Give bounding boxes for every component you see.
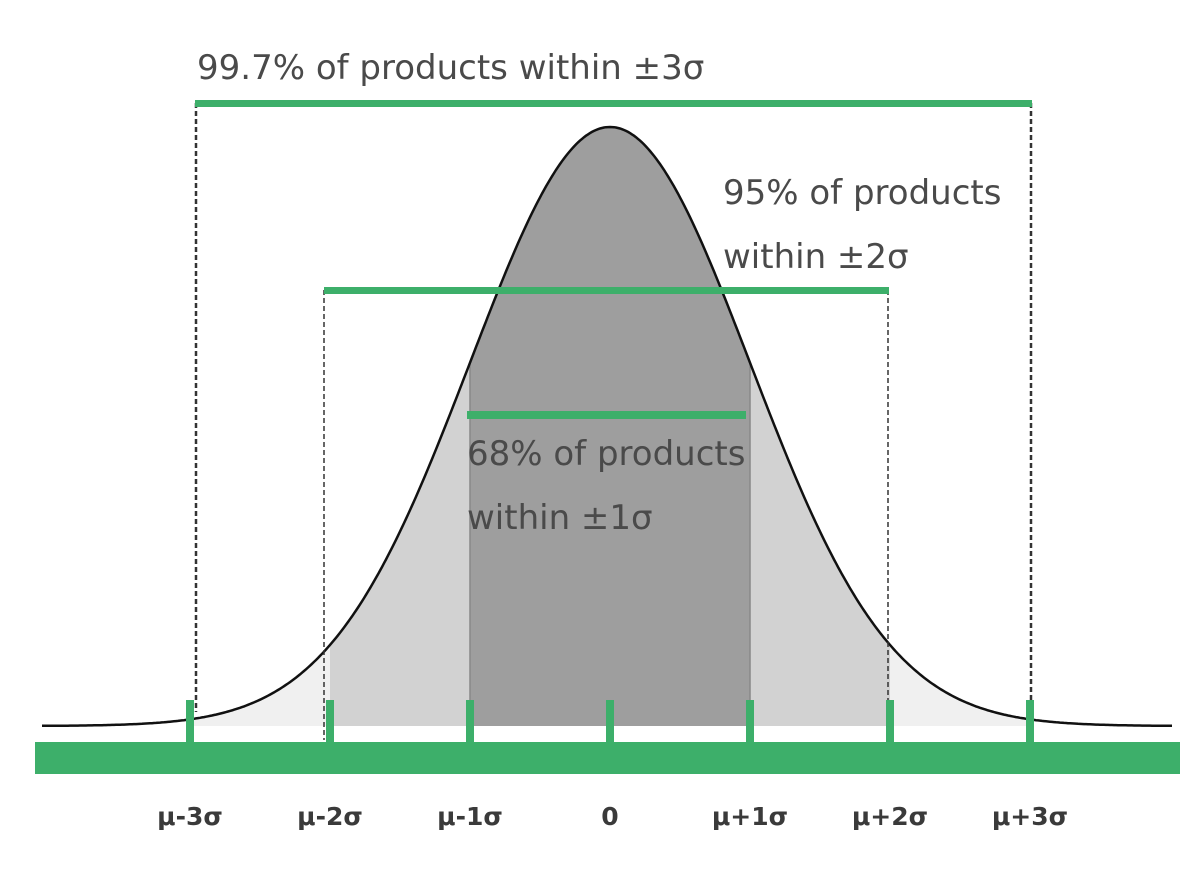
tick-label: μ+2σ	[852, 802, 928, 831]
axis-bar	[35, 742, 1180, 774]
tick-label: μ+1σ	[712, 802, 788, 831]
tick-mark	[466, 700, 474, 744]
tick-mark	[326, 700, 334, 744]
annotation: 68% of products	[467, 434, 745, 474]
tick-label: μ-1σ	[437, 802, 503, 831]
annotation: within ±2σ	[723, 237, 909, 277]
tick-mark	[746, 700, 754, 744]
normal-curve	[42, 125, 1172, 728]
tick-label: μ-3σ	[157, 802, 223, 831]
range-bar-2sigma	[324, 287, 889, 294]
annotation: within ±1σ	[467, 498, 653, 538]
tick-mark	[606, 700, 614, 744]
ticks: μ-3σ μ-2σ μ-1σ 0 μ+1σ μ+2σ μ+3σ	[157, 700, 1068, 831]
annotation: 95% of products	[723, 173, 1001, 213]
tick-mark	[886, 700, 894, 744]
tick-label: μ+3σ	[992, 802, 1068, 831]
range-bar-1sigma	[467, 411, 746, 419]
tick-mark	[186, 700, 194, 744]
range-bar-3sigma	[195, 100, 1032, 107]
tick-label: μ-2σ	[297, 802, 363, 831]
guides	[194, 103, 1033, 740]
tick-label: 0	[601, 802, 618, 831]
shaded-area	[470, 127, 750, 726]
tick-mark	[1026, 700, 1034, 744]
annotation: 99.7% of products within ±3σ	[197, 48, 704, 88]
shaded-areas	[190, 127, 1030, 726]
